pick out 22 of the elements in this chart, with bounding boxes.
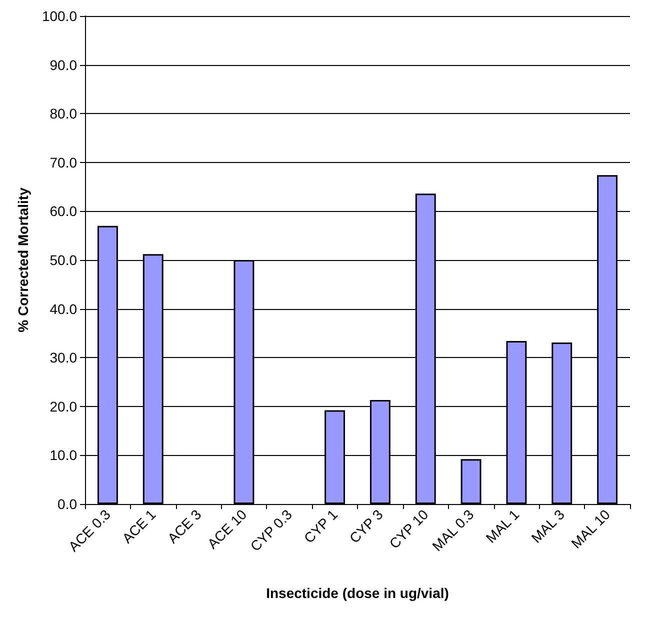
bar <box>460 459 482 504</box>
x-tick-label: MAL 1 <box>482 506 522 546</box>
x-axis-title: Insecticide (dose in ug/vial) <box>266 585 449 601</box>
y-tick-label: 10.0 <box>50 447 78 464</box>
x-tick-label: CYP 0.3 <box>247 506 296 554</box>
y-tick-label: 70.0 <box>50 154 78 170</box>
x-tick-label: CYP 1 <box>300 506 341 546</box>
x-tick-label: CYP 10 <box>386 506 432 552</box>
x-tick-label: MAL 0.3 <box>428 506 477 554</box>
y-tick-label: 80.0 <box>50 106 78 122</box>
x-tick-label: MAL 3 <box>528 506 568 546</box>
y-tick-label: 90.0 <box>50 56 78 73</box>
y-tick-label: 60.0 <box>50 203 78 220</box>
y-tick-label: 0.0 <box>58 496 78 512</box>
y-tick-label: 50.0 <box>50 252 78 268</box>
y-tick-label: 30.0 <box>50 350 78 366</box>
x-tick-label: MAL 10 <box>568 506 614 552</box>
y-tick-label: 40.0 <box>50 300 78 317</box>
x-tick-label: CYP 3 <box>346 506 386 546</box>
y-tick-label: 100.0 <box>42 8 78 24</box>
y-axis-title: % Corrected Mortality <box>15 187 31 332</box>
y-tick-label: 20.0 <box>50 398 78 414</box>
